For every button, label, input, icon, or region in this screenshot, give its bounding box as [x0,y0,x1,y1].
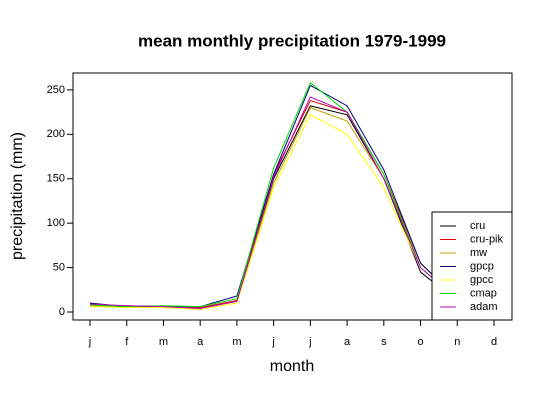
x-tick-label: m [159,336,168,348]
y-tick-label: 100 [47,217,65,229]
legend-label: gpcp [470,260,494,272]
legend-label: mw [470,247,487,259]
x-tick-label: j [308,336,311,348]
series-line [89,96,495,309]
x-tick-label: j [88,336,91,348]
x-tick-label: a [197,336,204,348]
x-axis-label: month [270,358,314,375]
y-tick-label: 250 [47,84,65,96]
legend-label: gpcc [470,274,494,286]
x-tick-label: a [344,336,351,348]
y-axis-label: precipitation (mm) [9,132,26,260]
x-tick-label: f [125,336,129,348]
y-tick-label: 0 [59,306,65,318]
y-tick-label: 50 [53,261,65,273]
y-tick-label: 150 [47,173,65,185]
legend-label: cru-pik [470,233,504,245]
legend-label: adam [470,301,498,313]
x-tick-label: m [232,336,241,348]
y-tick-label: 200 [47,128,65,140]
x-tick-label: s [381,336,387,348]
chart-title: mean monthly precipitation 1979-1999 [138,31,446,50]
legend-label: cmap [470,287,497,299]
x-tick-label: j [271,336,274,348]
legend-label: cru [470,220,485,232]
x-tick-label: d [491,336,497,348]
x-tick-label: n [454,336,460,348]
x-tick-label: o [417,336,423,348]
plot-frame [72,72,513,321]
